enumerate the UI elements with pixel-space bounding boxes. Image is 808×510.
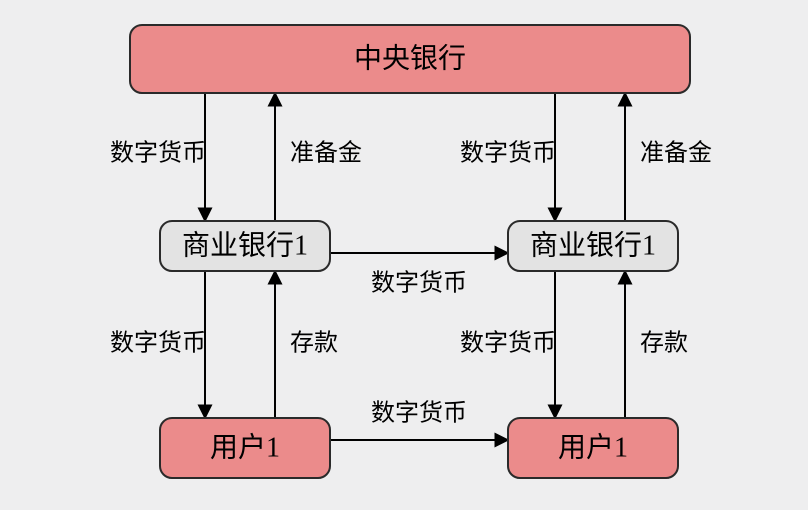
node-user2-label: 用户1 [558, 431, 628, 463]
arrow-3-label: 准备金 [640, 140, 712, 167]
node-user1-label: 用户1 [210, 431, 280, 463]
node-central-label: 中央银行 [354, 42, 466, 74]
arrow-2-label: 数字货币 [460, 140, 556, 167]
arrow-0-label: 数字货币 [110, 140, 206, 167]
arrow-1-label: 准备金 [290, 140, 362, 167]
arrow-5-label: 存款 [290, 330, 338, 357]
diagram-canvas: 中央银行商业银行1商业银行1用户1用户1 数字货币准备金数字货币准备金数字货币存… [0, 0, 808, 510]
arrow-4-label: 数字货币 [110, 330, 206, 357]
node-comm2-label: 商业银行1 [530, 229, 656, 261]
arrow-9-label: 数字货币 [371, 400, 467, 427]
arrow-6-label: 数字货币 [460, 330, 556, 357]
arrow-8-label: 数字货币 [371, 270, 467, 297]
node-comm1-label: 商业银行1 [182, 229, 308, 261]
arrow-7-label: 存款 [640, 330, 688, 357]
